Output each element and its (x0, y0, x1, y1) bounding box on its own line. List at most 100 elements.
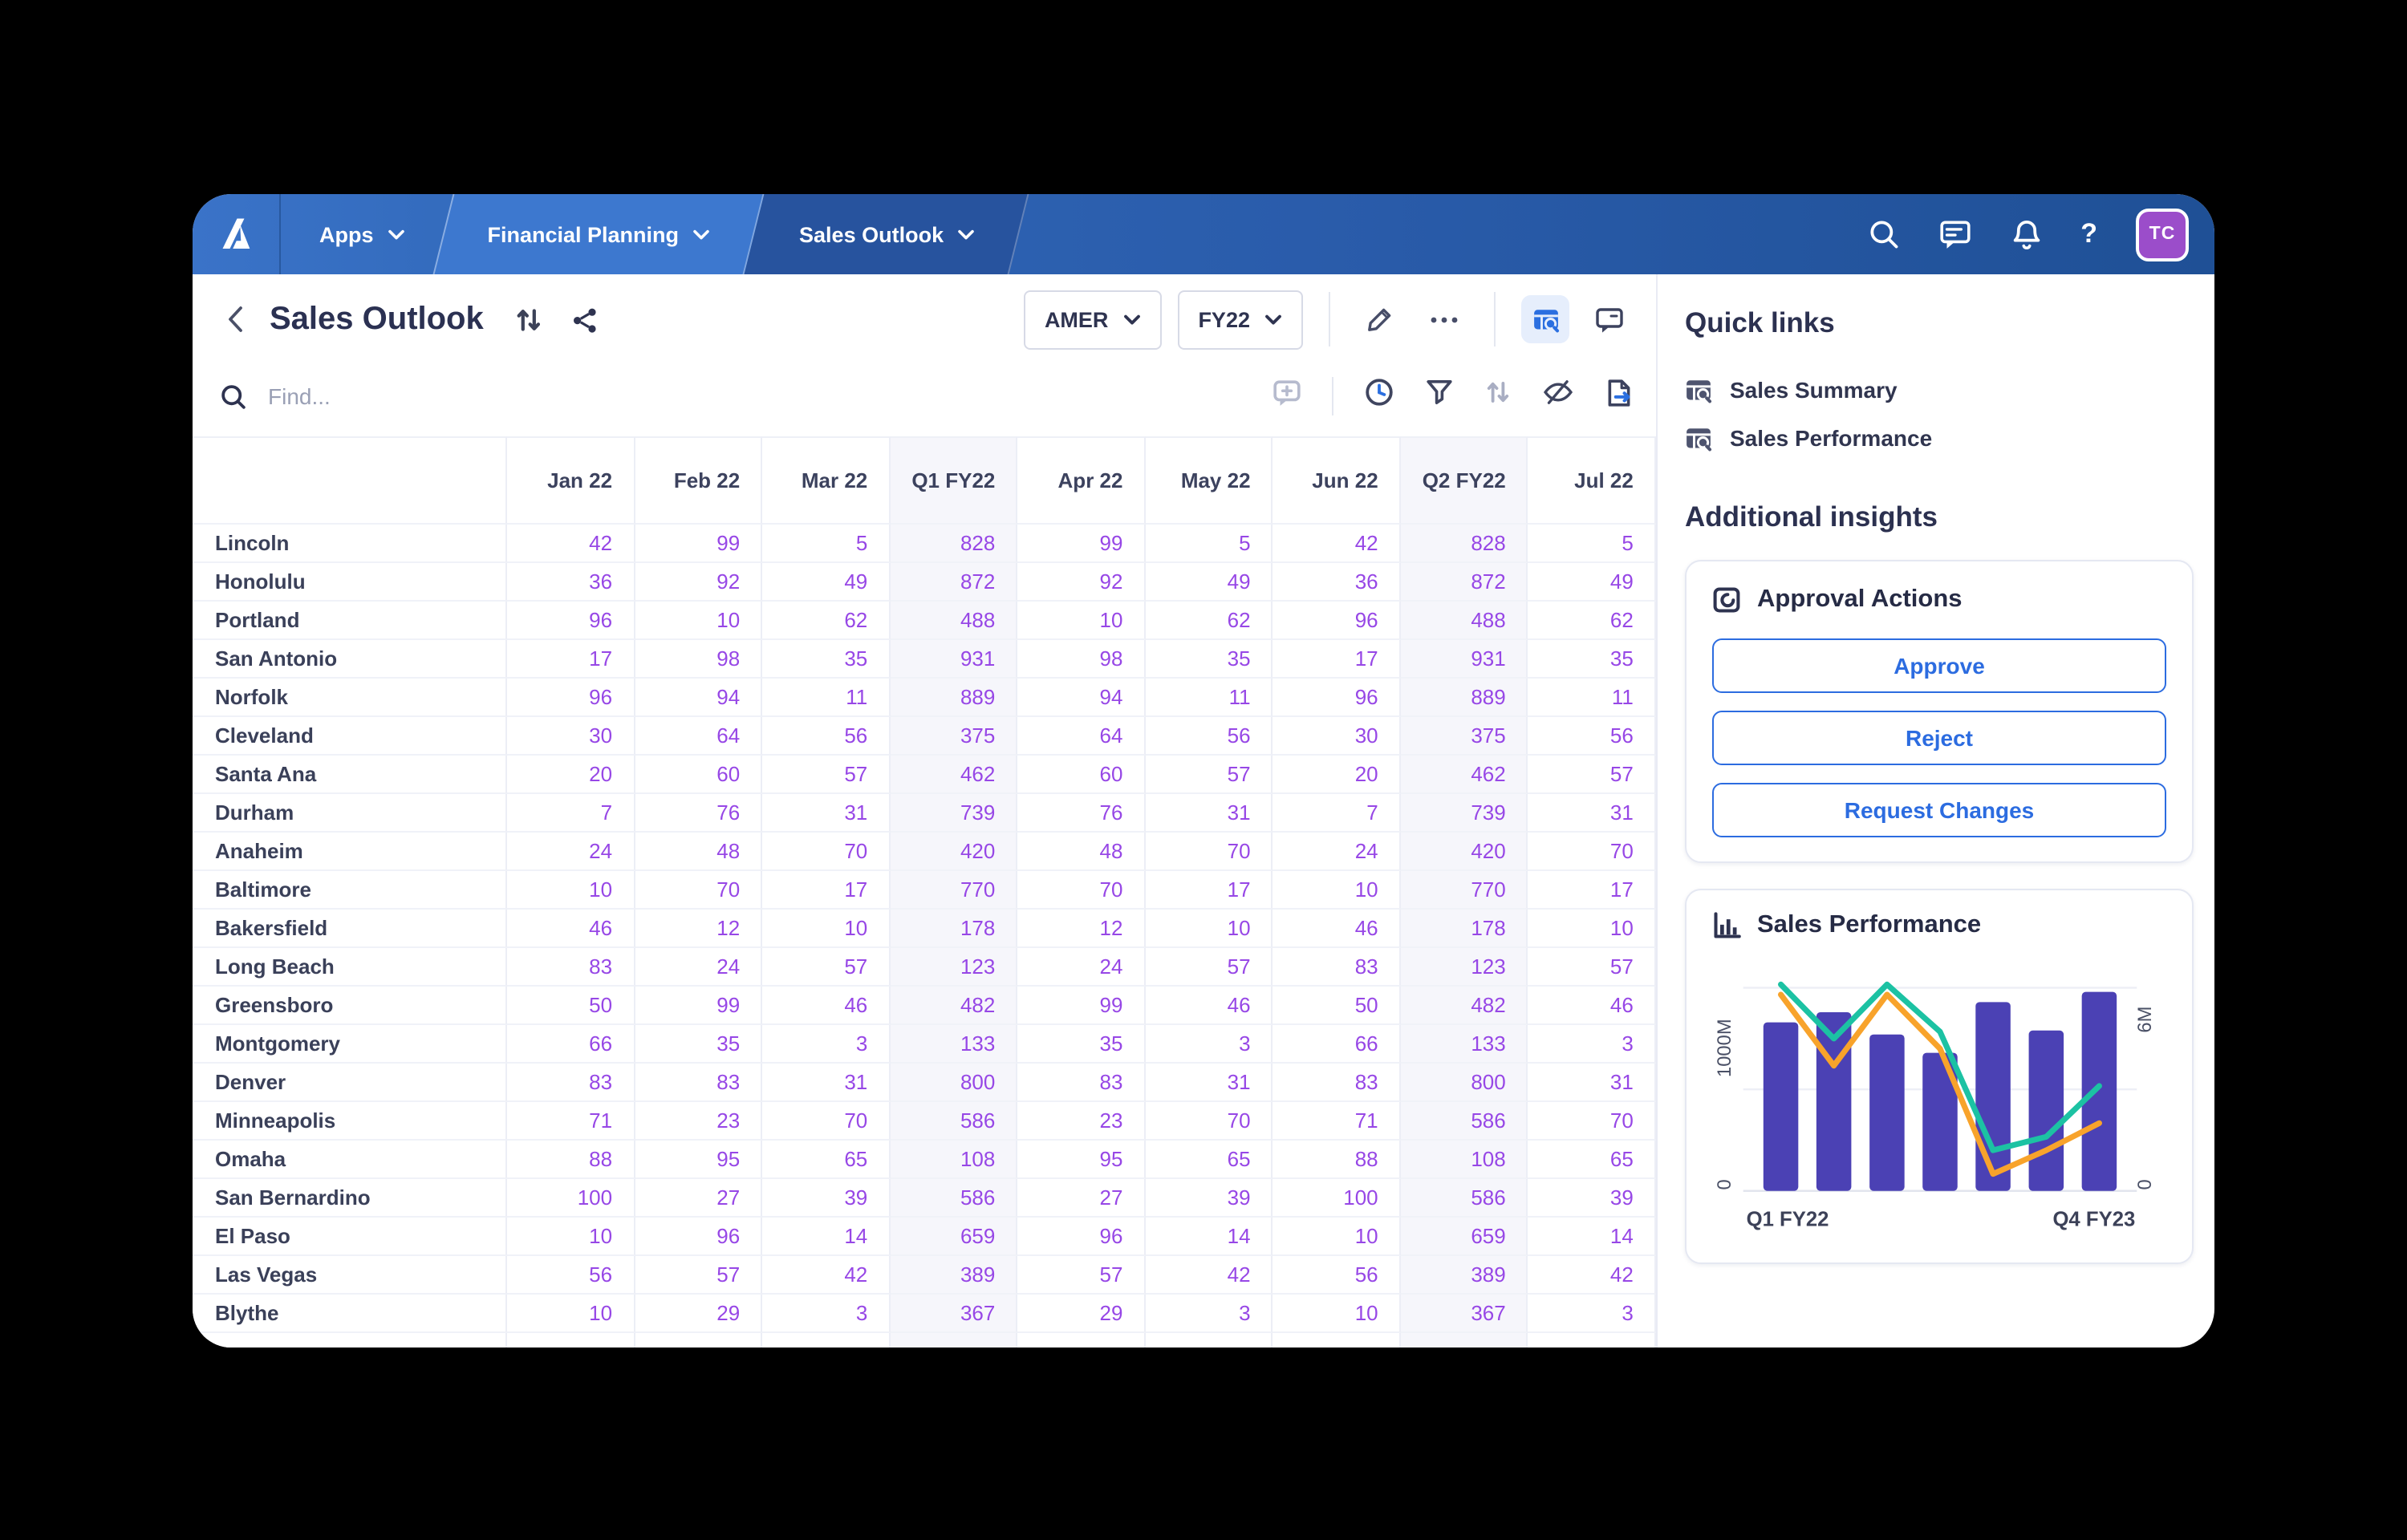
table-cell[interactable]: 57 (1017, 1256, 1146, 1295)
table-cell[interactable]: 96 (1273, 602, 1401, 640)
table-cell[interactable]: 586 (1400, 1102, 1528, 1141)
avatar[interactable]: TC (2136, 208, 2189, 261)
table-cell[interactable]: 3 (1145, 1295, 1273, 1333)
help-icon[interactable]: ? (2080, 218, 2097, 249)
table-cell[interactable]: 64 (635, 717, 763, 756)
table-cell[interactable]: 12 (1017, 910, 1146, 948)
table-cell[interactable]: 462 (1400, 756, 1528, 794)
table-cell[interactable]: 123 (1400, 948, 1528, 987)
table-cell[interactable]: 96 (1273, 679, 1401, 717)
table-cell[interactable]: 14 (1145, 1218, 1273, 1256)
row-label[interactable]: Durham (193, 794, 507, 833)
table-cell[interactable]: 5 (762, 525, 891, 563)
row-label[interactable]: Portland (193, 602, 507, 640)
table-cell[interactable]: 123 (890, 948, 1018, 987)
table-cell[interactable]: 133 (890, 1025, 1018, 1064)
approve-button[interactable]: Approve (1712, 638, 2166, 693)
table-cell[interactable]: 108 (890, 1141, 1018, 1179)
table-cell[interactable]: 62 (1145, 602, 1273, 640)
table-cell[interactable]: 3 (1528, 1025, 1656, 1064)
table-cell[interactable]: 94 (635, 679, 763, 717)
table-cell[interactable]: 17 (1145, 871, 1273, 910)
table-cell[interactable]: 889 (1400, 679, 1528, 717)
table-cell[interactable]: 931 (890, 640, 1018, 679)
quick-link-sales-summary[interactable]: Sales Summary (1685, 366, 2194, 414)
table-cell[interactable]: 659 (890, 1218, 1018, 1256)
find-input[interactable]: Find... (220, 383, 1273, 410)
table-cell[interactable]: 48 (1017, 833, 1146, 871)
table-cell[interactable]: 57 (762, 948, 891, 987)
sync-icon[interactable] (509, 299, 550, 339)
table-cell[interactable]: 178 (890, 910, 1018, 948)
table-cell[interactable]: 98 (1017, 640, 1146, 679)
table-cell[interactable]: 24 (1273, 833, 1401, 871)
table-cell[interactable]: 10 (1145, 910, 1273, 948)
ellipsis-icon[interactable] (1420, 295, 1468, 343)
table-cell[interactable]: 3 (762, 1025, 891, 1064)
table-cell[interactable]: 56 (507, 1256, 635, 1295)
table-cell[interactable]: 46 (1273, 910, 1401, 948)
table-cell[interactable]: 3 (762, 1295, 891, 1333)
table-cell[interactable]: 24 (507, 833, 635, 871)
table-cell[interactable]: 27 (1017, 1179, 1146, 1218)
row-label[interactable]: Montgomery (193, 1025, 507, 1064)
row-label[interactable]: Greensboro (193, 987, 507, 1025)
table-cell[interactable]: 11 (1145, 679, 1273, 717)
table-cell[interactable]: 5 (1145, 525, 1273, 563)
column-header[interactable]: Jun 22 (1273, 436, 1401, 525)
nav-page-menu[interactable]: Sales Outlook (744, 194, 1029, 274)
table-cell[interactable]: 83 (1273, 1064, 1401, 1102)
table-cell[interactable]: 42 (762, 1256, 891, 1295)
table-cell[interactable]: 389 (1400, 1256, 1528, 1295)
table-cell[interactable]: 29 (635, 1295, 763, 1333)
table-cell[interactable]: 95 (1017, 1141, 1146, 1179)
table-cell[interactable]: 10 (1528, 910, 1656, 948)
table-cell[interactable]: 70 (1528, 1102, 1656, 1141)
column-header[interactable]: Q1 FY22 (890, 436, 1018, 525)
table-cell[interactable]: 31 (1528, 1064, 1656, 1102)
table-cell[interactable]: 23 (1017, 1102, 1146, 1141)
table-cell[interactable]: 39 (762, 1179, 891, 1218)
table-cell[interactable]: 39 (1528, 1179, 1656, 1218)
table-cell[interactable]: 57 (1528, 756, 1656, 794)
table-cell[interactable]: 70 (1017, 871, 1146, 910)
table-cell[interactable]: 92 (635, 563, 763, 602)
table-cell[interactable]: 36 (507, 563, 635, 602)
table-cell[interactable]: 10 (1273, 871, 1401, 910)
table-cell[interactable]: 100 (507, 1179, 635, 1218)
anaplan-logo[interactable] (193, 194, 281, 274)
table-cell[interactable]: 872 (890, 563, 1018, 602)
insights-icon[interactable] (1521, 295, 1569, 343)
year-selector[interactable]: FY22 (1177, 290, 1303, 349)
table-cell[interactable]: 100 (1273, 1179, 1401, 1218)
table-cell[interactable]: 50 (507, 987, 635, 1025)
table-cell[interactable]: 96 (507, 679, 635, 717)
table-cell[interactable]: 10 (507, 1218, 635, 1256)
table-cell[interactable]: 42 (1145, 1256, 1273, 1295)
table-cell[interactable]: 83 (635, 1064, 763, 1102)
table-cell[interactable]: 70 (762, 833, 891, 871)
column-header[interactable]: Feb 22 (635, 436, 763, 525)
table-cell[interactable]: 14 (1528, 1218, 1656, 1256)
table-cell[interactable]: 462 (890, 756, 1018, 794)
table-cell[interactable]: 7 (507, 794, 635, 833)
reject-button[interactable]: Reject (1712, 711, 2166, 765)
table-cell[interactable]: 420 (1400, 833, 1528, 871)
table-cell[interactable]: 88 (507, 1141, 635, 1179)
column-header[interactable]: May 22 (1145, 436, 1273, 525)
table-cell[interactable]: 586 (1400, 1179, 1528, 1218)
history-icon[interactable] (1364, 377, 1394, 415)
region-selector[interactable]: AMER (1023, 290, 1162, 349)
request-changes-button[interactable]: Request Changes (1712, 783, 2166, 837)
table-cell[interactable]: 14 (762, 1218, 891, 1256)
table-cell[interactable]: 57 (1528, 948, 1656, 987)
table-cell[interactable]: 659 (1400, 1218, 1528, 1256)
quick-link-sales-performance[interactable]: Sales Performance (1685, 414, 2194, 462)
table-cell[interactable]: 17 (762, 871, 891, 910)
table-cell[interactable]: 5 (1528, 525, 1656, 563)
table-cell[interactable]: 828 (1400, 525, 1528, 563)
table-cell[interactable]: 83 (507, 1064, 635, 1102)
table-cell[interactable]: 42 (1528, 1256, 1656, 1295)
comment-icon[interactable] (1585, 295, 1634, 343)
table-cell[interactable]: 108 (1400, 1141, 1528, 1179)
